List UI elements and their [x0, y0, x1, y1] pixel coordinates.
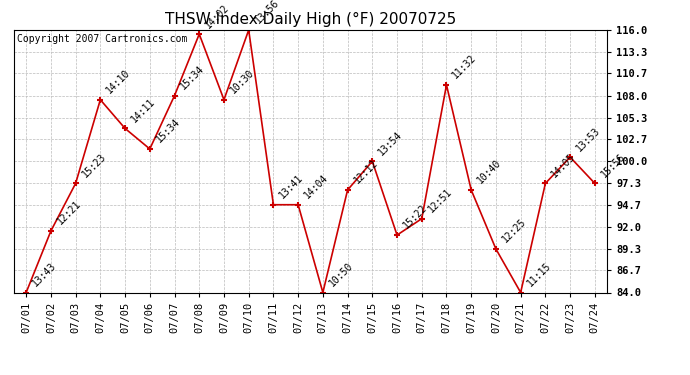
Text: 12:12: 12:12: [352, 158, 380, 186]
Text: 13:54: 13:54: [377, 129, 404, 157]
Text: 10:40: 10:40: [475, 158, 503, 186]
Text: 13:43: 13:43: [30, 261, 58, 288]
Text: Copyright 2007 Cartronics.com: Copyright 2007 Cartronics.com: [17, 34, 187, 44]
Text: 10:50: 10:50: [327, 261, 355, 288]
Text: 12:25: 12:25: [500, 217, 528, 245]
Text: 15:34: 15:34: [179, 64, 206, 92]
Text: 15:23: 15:23: [80, 152, 108, 179]
Text: 14:10: 14:10: [104, 68, 132, 96]
Title: THSW Index Daily High (°F) 20070725: THSW Index Daily High (°F) 20070725: [165, 12, 456, 27]
Text: 14:02: 14:02: [204, 2, 231, 30]
Text: 11:32: 11:32: [451, 53, 478, 81]
Text: 13:56: 13:56: [253, 0, 281, 26]
Text: 12:21: 12:21: [55, 199, 83, 227]
Text: 14:04: 14:04: [302, 173, 330, 201]
Text: 14:11: 14:11: [129, 96, 157, 124]
Text: 12:51: 12:51: [426, 187, 454, 214]
Text: 10:30: 10:30: [228, 68, 256, 96]
Text: 13:41: 13:41: [277, 173, 306, 201]
Text: 15:34: 15:34: [154, 117, 181, 145]
Text: 15:22: 15:22: [401, 203, 429, 231]
Text: 14:05: 14:05: [549, 152, 578, 179]
Text: 13:53: 13:53: [574, 125, 602, 153]
Text: 15:56: 15:56: [599, 152, 627, 179]
Text: 11:15: 11:15: [525, 261, 553, 288]
